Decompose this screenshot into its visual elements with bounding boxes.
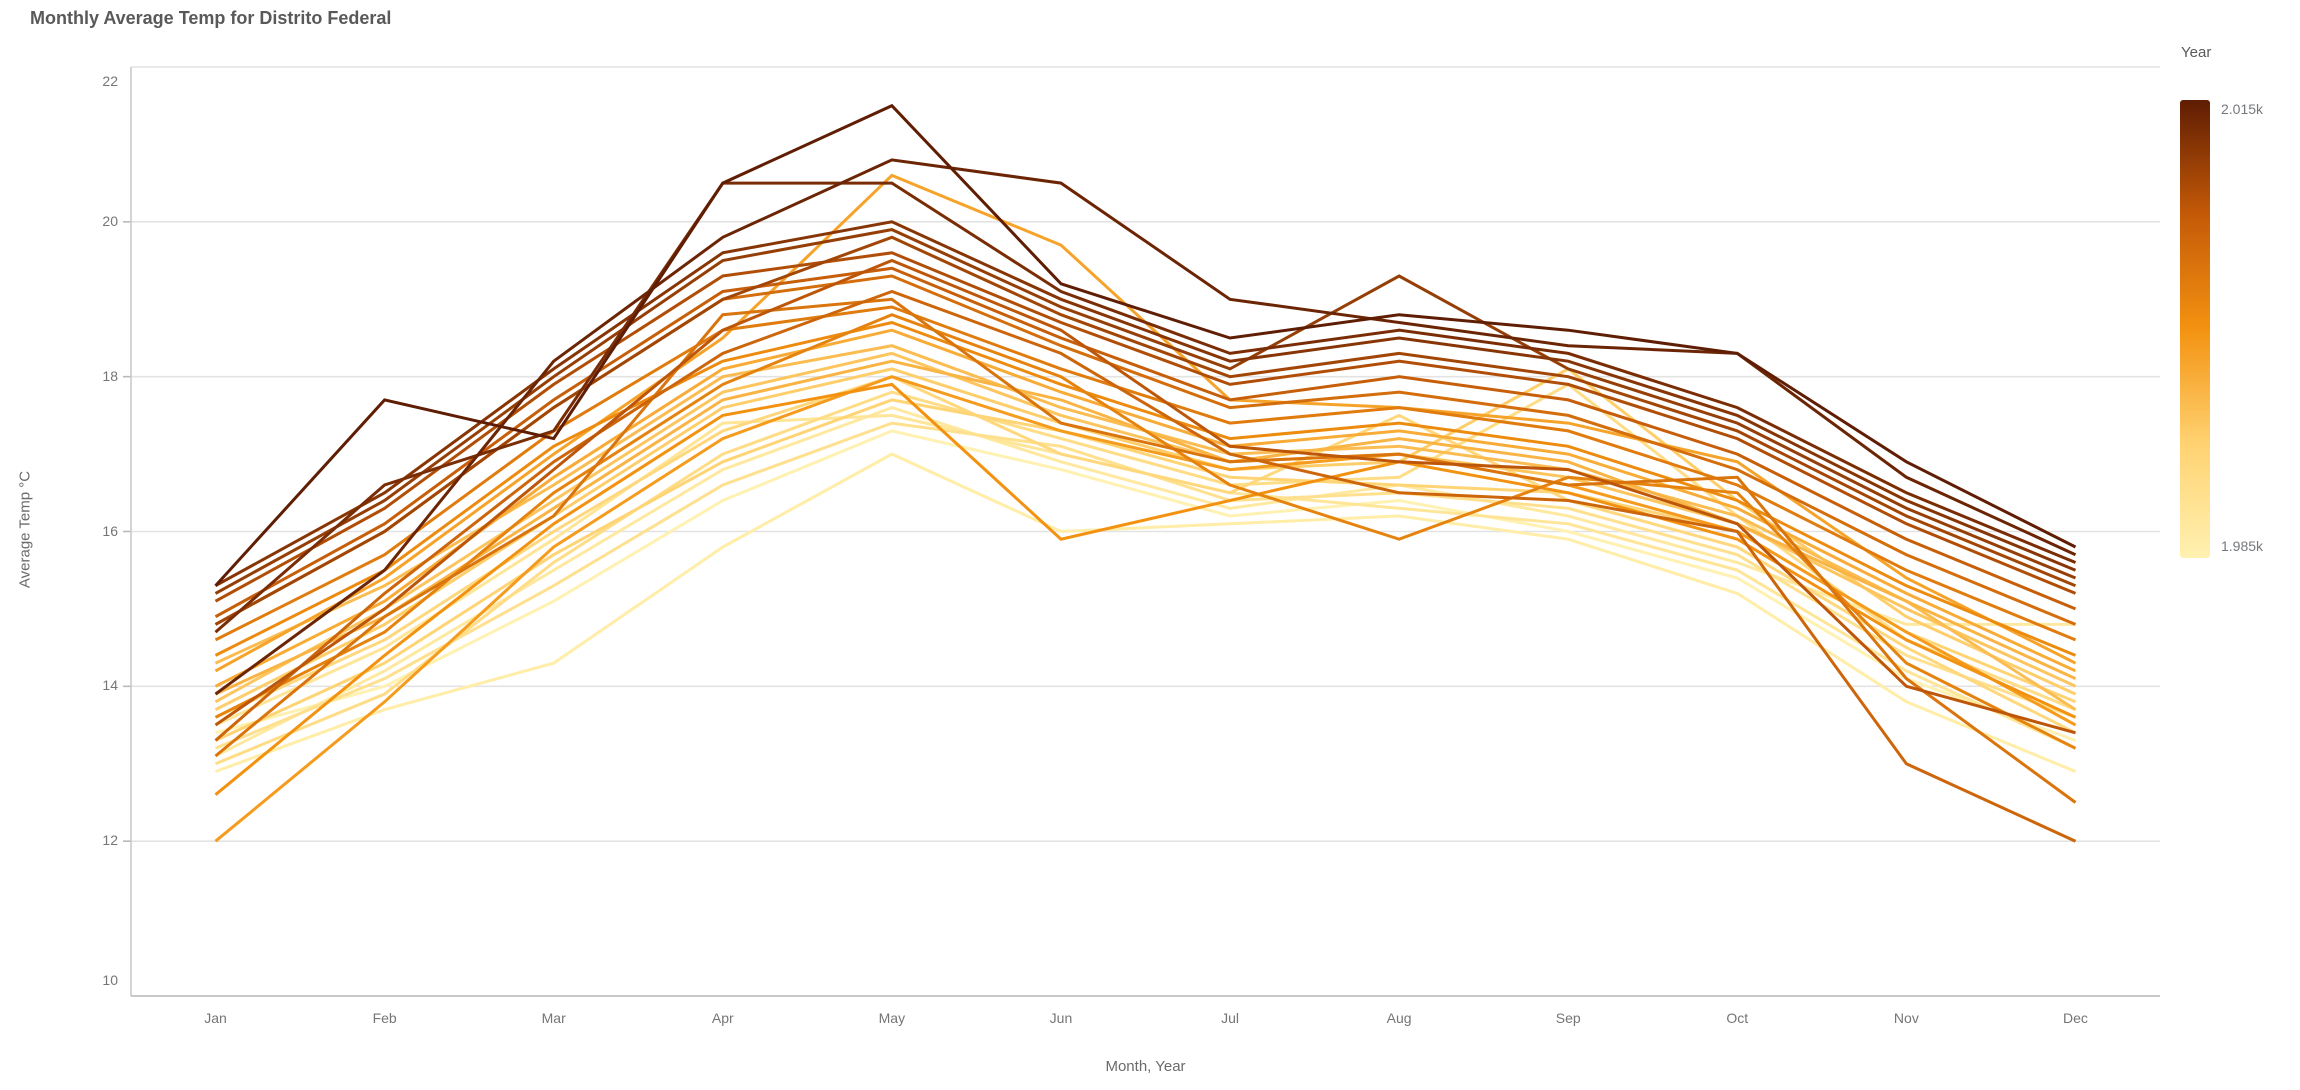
x-tick-label: Jun	[1049, 1010, 1073, 1026]
x-tick-label: Jan	[204, 1010, 227, 1026]
y-tick-label: 16	[102, 522, 118, 539]
series-line-2014[interactable]	[214, 158, 2077, 696]
y-tick-label: 22	[102, 73, 118, 89]
series-line-2007[interactable]	[214, 266, 2077, 619]
x-tick-label: Mar	[541, 1010, 566, 1026]
series-line-2010[interactable]	[214, 235, 2077, 626]
x-tick-label: Aug	[1386, 1010, 1412, 1026]
x-tick-label: Dec	[2063, 1010, 2088, 1026]
series-line-2009[interactable]	[214, 251, 2077, 603]
legend-title: Year	[2181, 44, 2212, 61]
series-line-2000[interactable]	[214, 382, 2077, 796]
x-tick-label: Jul	[1221, 1010, 1239, 1026]
series-line-1985[interactable]	[215, 429, 2077, 742]
chart-title: Monthly Average Temp for Distrito Federa…	[30, 8, 392, 28]
series-line-2002[interactable]	[214, 313, 2077, 750]
x-tick-label: Nov	[1893, 1010, 1919, 1026]
x-tick-label: May	[878, 1010, 906, 1026]
series-line-2012[interactable]	[214, 220, 2077, 588]
series-line-2003[interactable]	[214, 305, 2077, 642]
legend-min-label: 1.985k	[2221, 538, 2264, 554]
series-line-1999[interactable]	[214, 375, 2077, 843]
x-tick-label: Apr	[711, 1010, 734, 1026]
series-line-2004[interactable]	[214, 297, 2077, 804]
legend-max-label: 2.015k	[2221, 101, 2264, 117]
y-tick-label: 20	[102, 212, 118, 229]
y-tick-label: 18	[102, 367, 118, 384]
series-line-1986[interactable]	[214, 452, 2077, 773]
x-tick-label: Feb	[372, 1010, 397, 1026]
series-line-2015[interactable]	[214, 103, 2077, 587]
legend-gradient-bar	[2180, 100, 2210, 558]
y-tick-label: 12	[102, 832, 118, 849]
series-line-2001[interactable]	[214, 320, 2077, 657]
series-line-2006[interactable]	[214, 289, 2077, 843]
y-axis-title: Average Temp °C	[16, 470, 34, 589]
y-tick-label: 10	[102, 972, 118, 988]
x-tick-label: Oct	[1726, 1010, 1749, 1026]
series-line-1991[interactable]	[214, 375, 2077, 735]
series-line-2008[interactable]	[214, 258, 2076, 735]
series-line-1998[interactable]	[214, 173, 2077, 673]
series-line-2013[interactable]	[214, 181, 2077, 634]
y-tick-label: 14	[102, 677, 118, 694]
x-tick-label: Sep	[1555, 1010, 1581, 1026]
x-axis-title: Month, Year	[1105, 1058, 1186, 1075]
